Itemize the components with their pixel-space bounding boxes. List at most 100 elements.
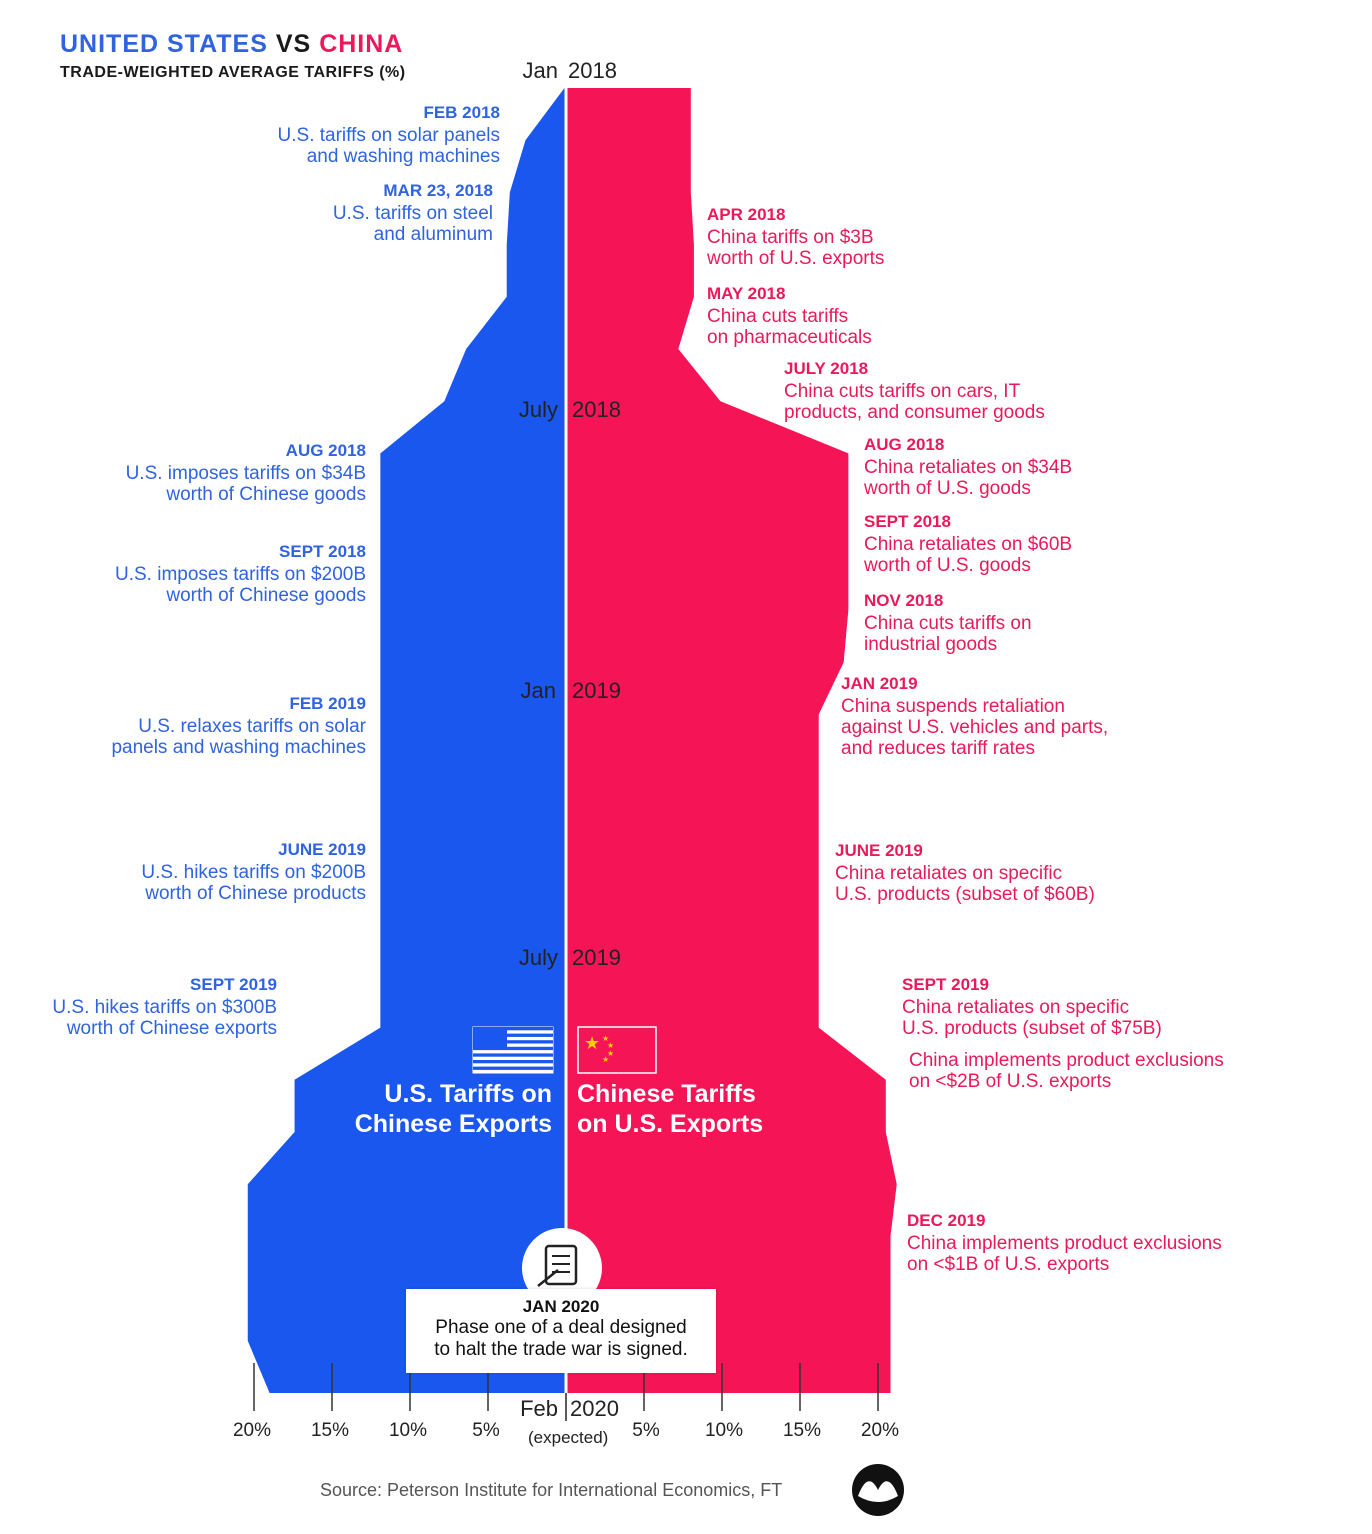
china-event: AUG 2018 China retaliates on $34B worth … xyxy=(864,434,1072,499)
event-text: U.S. imposes tariffs on $200B worth of C… xyxy=(115,564,366,606)
legend-us: U.S. Tariffs on Chinese Exports xyxy=(354,1080,552,1138)
china-flag-small-star-icon: ★ xyxy=(607,1049,614,1058)
event-text: U.S. tariffs on solar panels and washing… xyxy=(277,125,500,167)
us-event: SEPT 2019 U.S. hikes tariffs on $300B wo… xyxy=(52,974,277,1039)
china-event: SEPT 2018 China retaliates on $60B worth… xyxy=(864,511,1072,576)
event-text: U.S. hikes tariffs on $200B worth of Chi… xyxy=(141,862,366,904)
month-note-expected: (expected) xyxy=(528,1428,609,1447)
pen-icon xyxy=(537,1269,559,1287)
event-text: China implements product exclusions on <… xyxy=(909,1050,1224,1092)
deal-date: JAN 2020 xyxy=(522,1297,600,1316)
deal-callout: JAN 2020 Phase one of a deal designed to… xyxy=(406,1289,716,1373)
event-date: DEC 2019 xyxy=(907,1211,986,1230)
china-event: NOV 2018 China cuts tariffs on industria… xyxy=(864,590,1032,655)
china-flag-star-icon: ★ xyxy=(584,1033,600,1054)
us-event: FEB 2019 U.S. relaxes tariffs on solar p… xyxy=(111,693,366,758)
event-text: U.S. relaxes tariffs on solar panels and… xyxy=(111,716,366,758)
event-text: U.S. imposes tariffs on $34B worth of Ch… xyxy=(125,463,366,505)
us-flag-stripe xyxy=(473,1060,553,1064)
us-event: SEPT 2018 U.S. imposes tariffs on $200B … xyxy=(115,541,366,606)
event-text: China cuts tariffs on cars, IT products,… xyxy=(784,381,1045,423)
china-event: JAN 2019 China suspends retaliation agai… xyxy=(841,673,1108,759)
event-date: AUG 2018 xyxy=(864,435,945,454)
china-event: MAY 2018 China cuts tariffs on pharmaceu… xyxy=(707,283,872,348)
title-us: UNITED STATES xyxy=(60,30,268,58)
title-vs: VS xyxy=(275,30,312,58)
event-text: China implements product exclusions on <… xyxy=(907,1233,1222,1275)
event-text: China suspends retaliation against U.S. … xyxy=(841,696,1109,759)
event-date: MAY 2018 xyxy=(707,284,786,303)
us-flag-stripe xyxy=(473,1046,553,1051)
us-event: FEB 2018 U.S. tariffs on solar panels an… xyxy=(278,102,500,167)
event-date: JAN 2019 xyxy=(841,674,918,693)
event-text: U.S. hikes tariffs on $300B worth of Chi… xyxy=(52,997,277,1039)
event-text: China cuts tariffs on pharmaceuticals xyxy=(707,306,872,348)
x-tick-label-right: 10% xyxy=(704,1420,744,1441)
x-tick-label-right: 20% xyxy=(860,1420,900,1441)
event-text: China retaliates on $60B worth of U.S. g… xyxy=(864,534,1073,576)
event-date: SEPT 2018 xyxy=(864,512,951,531)
china-event: JUNE 2019 China retaliates on specific U… xyxy=(835,840,1095,905)
month-label-right: 2020 xyxy=(570,1396,619,1421)
event-date: JULY 2018 xyxy=(784,359,869,378)
month-label-right: 2019 xyxy=(572,945,621,970)
china-flag-small-star-icon: ★ xyxy=(607,1041,614,1050)
event-date: AUG 2018 xyxy=(285,441,366,460)
event-date: JUNE 2019 xyxy=(835,841,923,860)
us-flag-canton xyxy=(473,1027,507,1050)
x-tick-label-left: 5% xyxy=(472,1420,500,1441)
brand-logo-mark xyxy=(858,1481,898,1502)
us-flag-stripe xyxy=(473,1027,553,1031)
china-flag-icon xyxy=(577,1026,657,1074)
event-text: China tariffs on $3B worth of U.S. expor… xyxy=(707,227,885,269)
china-event: China implements product exclusions on <… xyxy=(909,1050,1224,1092)
us-flag-stripe xyxy=(473,1040,553,1044)
event-date: SEPT 2019 xyxy=(902,975,989,994)
month-label-right: 2019 xyxy=(572,678,621,703)
us-flag-stripe xyxy=(473,1033,553,1037)
china-event: DEC 2019 China implements product exclus… xyxy=(907,1210,1222,1275)
us-event: MAR 23, 2018 U.S. tariffs on steel and a… xyxy=(333,180,493,245)
chart-subtitle: TRADE-WEIGHTED AVERAGE TARIFFS (%) xyxy=(60,64,406,81)
us-event: JUNE 2019 U.S. hikes tariffs on $200B wo… xyxy=(141,839,366,904)
event-text: U.S. tariffs on steel and aluminum xyxy=(332,203,493,245)
event-date: APR 2018 xyxy=(707,205,786,224)
china-event: JULY 2018 China cuts tariffs on cars, IT… xyxy=(784,358,1045,423)
china-flag-small-star-icon: ★ xyxy=(602,1055,609,1064)
event-date: NOV 2018 xyxy=(864,591,944,610)
event-text: China retaliates on specific U.S. produc… xyxy=(902,997,1162,1039)
month-label-right: 2018 xyxy=(568,58,617,83)
month-label-left: Jan xyxy=(522,58,558,83)
title-china: CHINA xyxy=(319,30,404,58)
us-flag-stripe xyxy=(473,1066,553,1070)
china-event: SEPT 2019 China retaliates on specific U… xyxy=(902,974,1162,1039)
month-label-right: 2018 xyxy=(572,397,621,422)
china-flag-small-star-icon: ★ xyxy=(602,1034,609,1043)
event-date: MAR 23, 2018 xyxy=(383,181,493,200)
source-note: Source: Peterson Institute for Internati… xyxy=(320,1480,783,1500)
event-text: China retaliates on specific U.S. produc… xyxy=(835,863,1095,905)
x-tick-label-left: 10% xyxy=(388,1420,428,1441)
x-tick-label-left: 15% xyxy=(310,1420,350,1441)
china-tariff-area xyxy=(566,88,897,1393)
x-tick-label-right: 5% xyxy=(632,1420,660,1441)
china-event: APR 2018 China tariffs on $3B worth of U… xyxy=(707,204,884,269)
event-date: JUNE 2019 xyxy=(278,840,366,859)
chart-title: UNITED STATES VS CHINA xyxy=(60,30,403,59)
event-date: SEPT 2018 xyxy=(279,542,366,561)
event-date: SEPT 2019 xyxy=(190,975,277,994)
us-flag-stripe xyxy=(473,1053,553,1057)
month-label-left: July xyxy=(518,397,558,422)
event-text: China retaliates on $34B worth of U.S. g… xyxy=(864,457,1073,499)
month-label-left: July xyxy=(518,945,558,970)
legend-china: Chinese Tariffs on U.S. Exports xyxy=(577,1080,764,1138)
event-date: FEB 2019 xyxy=(289,694,366,713)
us-event: AUG 2018 U.S. imposes tariffs on $34B wo… xyxy=(126,440,366,505)
x-tick-label-right: 15% xyxy=(782,1420,822,1441)
event-date: FEB 2018 xyxy=(423,103,500,122)
x-tick-label-left: 20% xyxy=(232,1420,272,1441)
month-label-left: Jan xyxy=(520,678,556,703)
month-label-left: Feb xyxy=(520,1396,558,1421)
event-text: China cuts tariffs on industrial goods xyxy=(864,613,1032,655)
